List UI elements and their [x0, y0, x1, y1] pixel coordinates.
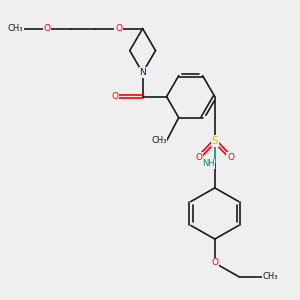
Text: O: O [115, 24, 122, 33]
Text: O: O [44, 24, 50, 33]
Text: CH₃: CH₃ [8, 24, 23, 33]
Text: O: O [227, 153, 234, 162]
Text: N: N [139, 68, 146, 77]
Text: NH: NH [202, 160, 215, 169]
Text: S: S [212, 136, 218, 146]
Text: CH₃: CH₃ [262, 272, 278, 281]
Text: O: O [196, 153, 202, 162]
Text: O: O [211, 259, 218, 268]
Text: CH₃: CH₃ [151, 136, 166, 145]
Text: O: O [112, 92, 119, 101]
